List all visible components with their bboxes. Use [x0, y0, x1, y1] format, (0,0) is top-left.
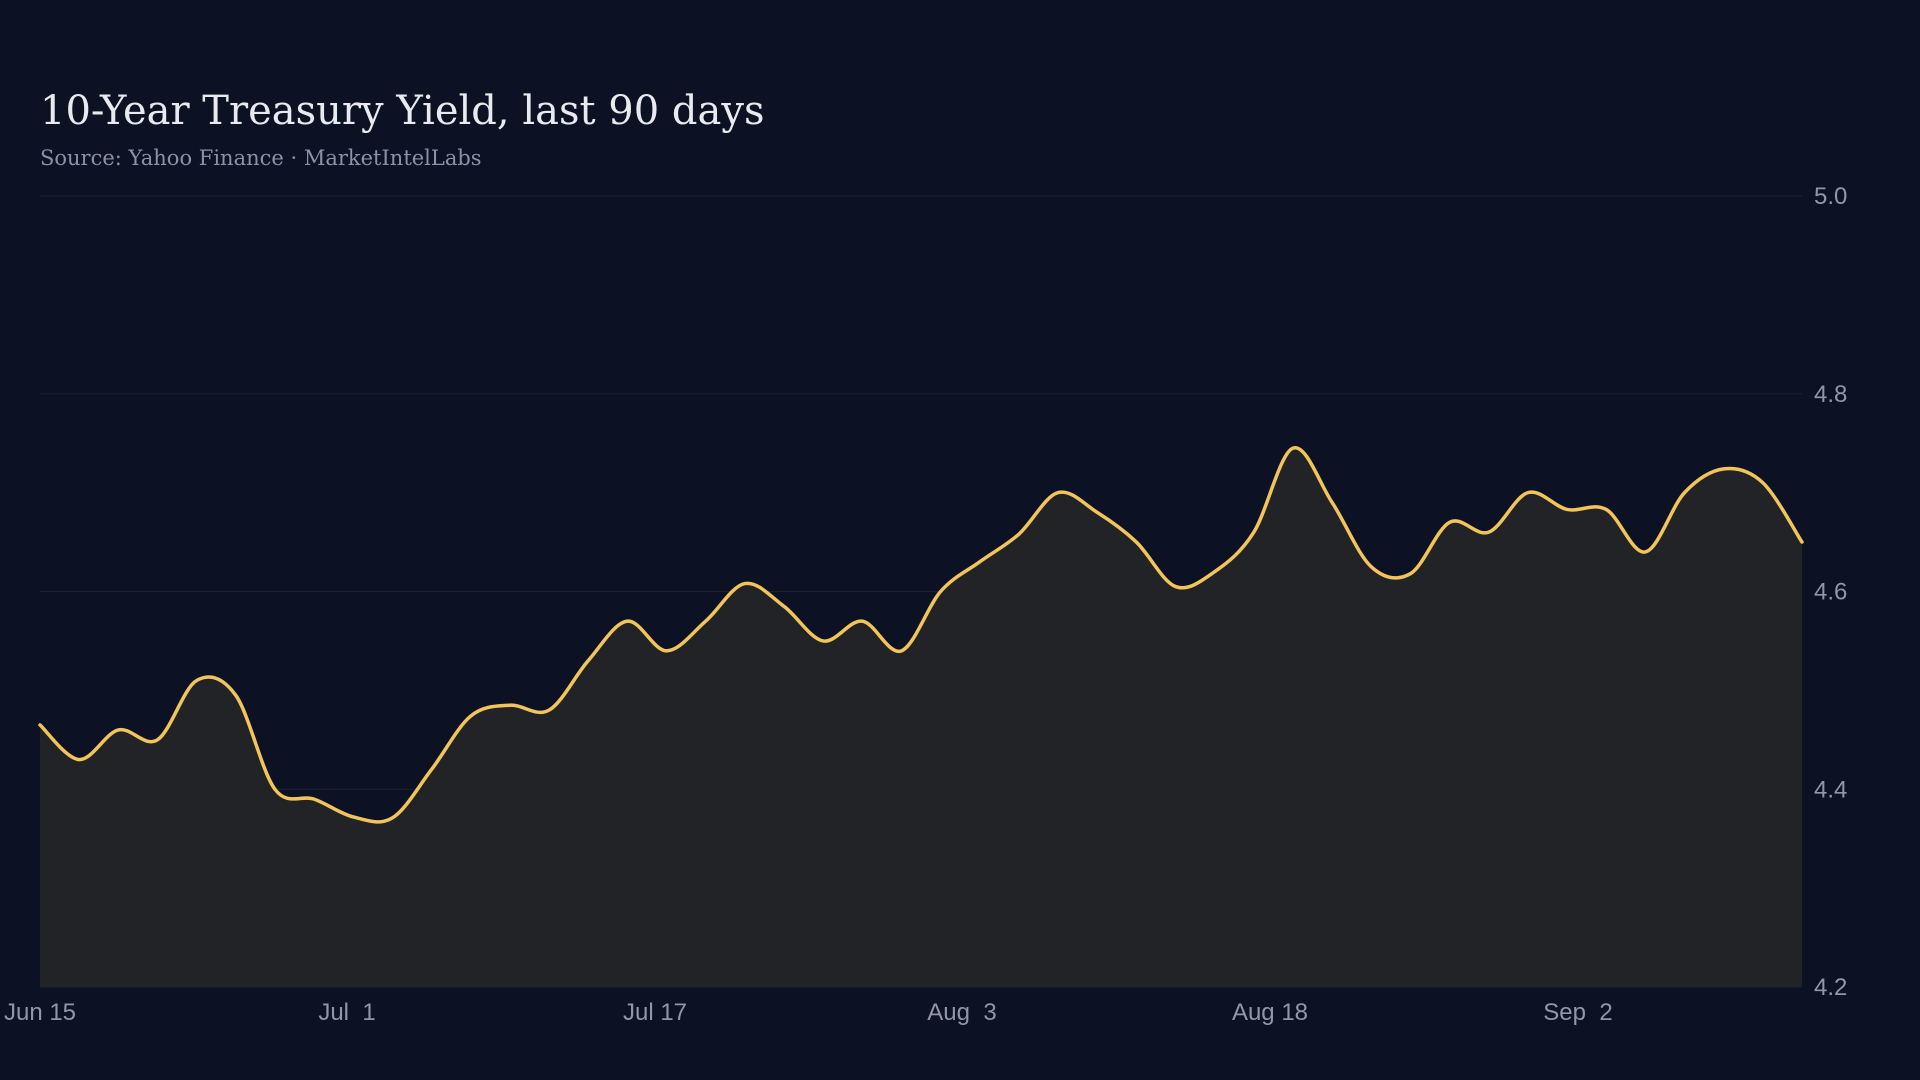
y-tick-label: 4.2: [1814, 974, 1847, 1001]
y-tick-label: 4.4: [1814, 776, 1847, 803]
y-tick-label: 4.6: [1814, 579, 1847, 606]
x-tick-label: Aug 3: [927, 999, 996, 1026]
y-tick-label: 4.8: [1814, 381, 1847, 408]
x-tick-label: Jun 15: [4, 999, 76, 1026]
x-tick-label: Jul 1: [318, 999, 375, 1026]
x-tick-label: Jul 17: [623, 999, 687, 1026]
series-area: [40, 447, 1802, 987]
x-tick-label: Aug 18: [1232, 999, 1308, 1026]
chart-title: 10-Year Treasury Yield, last 90 days: [40, 88, 765, 134]
y-tick-label: 5.0: [1814, 183, 1847, 210]
x-tick-label: Sep 2: [1543, 999, 1612, 1026]
chart-subtitle: Source: Yahoo Finance · MarketIntelLabs: [40, 146, 482, 170]
series-line: [38, 446, 1804, 824]
